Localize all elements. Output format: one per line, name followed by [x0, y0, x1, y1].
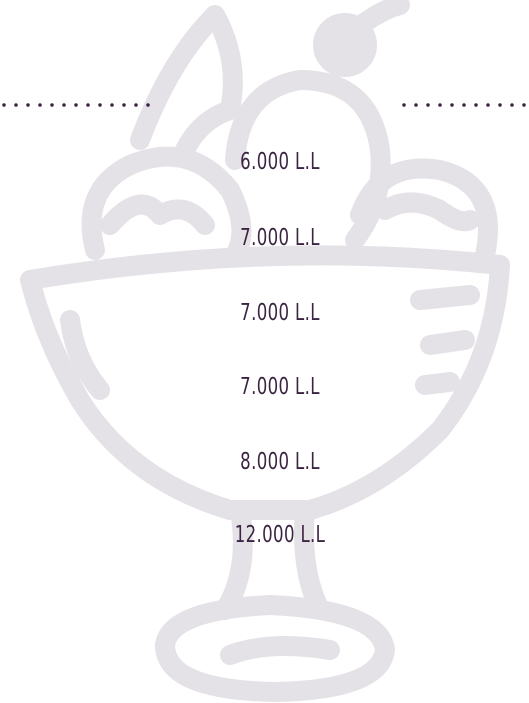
drip-right: [385, 203, 470, 222]
price: 12.000 L.L: [208, 520, 352, 550]
price: 8.000 L.L: [208, 447, 352, 477]
menu-page: {"prices": ["6.000 L.L", "7.000 L.L", "7…: [0, 0, 529, 703]
base-line: [230, 646, 330, 655]
price: 6.000 L.L: [208, 147, 352, 177]
drip-left: [110, 205, 205, 225]
bowl-lines: [420, 295, 470, 385]
cream: [140, 15, 233, 150]
price: 7.000 L.L: [208, 298, 352, 328]
page: Menu prices html, body { margin: 0; padd…: [0, 0, 529, 703]
price: 7.000 L.L: [208, 223, 352, 253]
cherry-stem: [355, 5, 400, 30]
sundae-illustration: [0, 0, 529, 703]
price: 7.000 L.L: [208, 372, 352, 402]
